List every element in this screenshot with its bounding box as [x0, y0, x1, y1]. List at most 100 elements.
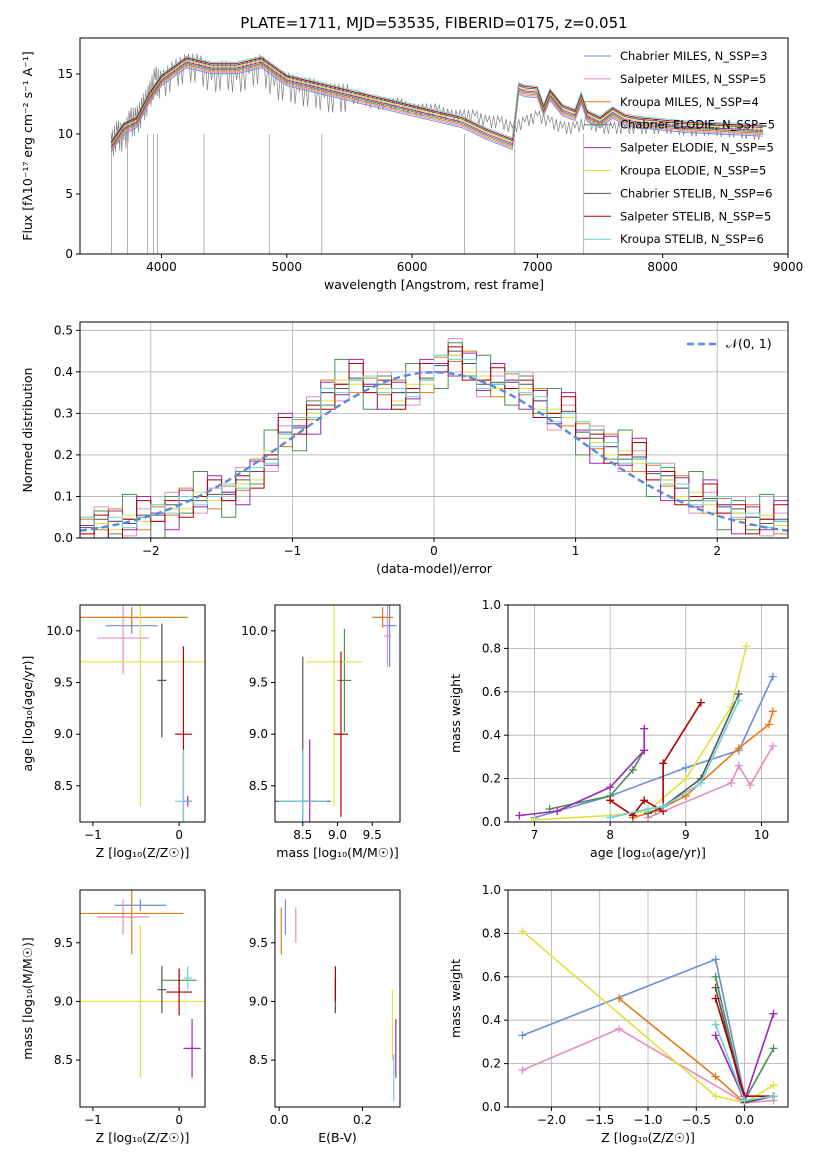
data-point-marker: [681, 774, 690, 783]
series-line: [609, 700, 740, 819]
data-point-marker: [711, 955, 720, 964]
axes-frame: 8.5 9.0 9.5 8.5 9.0 9.5 10.0 mass [log₁₀(M/M☉)]: [241, 604, 401, 860]
subplot-spectrum: 4000 5000 6000 7000 8000 9000 0 5 10 15 wavelength…: [20, 37, 803, 292]
legend-label: Chabrier ELODIE, N_SSP=5: [620, 118, 775, 132]
y-tick-label: 0.8: [482, 926, 501, 940]
x-tick-label: −1: [84, 1113, 102, 1127]
error-point: [80, 925, 205, 1078]
series-line: [609, 702, 702, 817]
x-tick-label: 9.5: [363, 828, 382, 842]
y-tick-label: 10.0: [241, 624, 268, 638]
y-tick-label: 9.0: [249, 727, 268, 741]
error-point: [334, 651, 348, 817]
data-point-marker: [768, 707, 777, 716]
data-point-marker: [518, 1066, 527, 1075]
error-point: [80, 607, 188, 628]
axes-border: [79, 37, 789, 255]
data-point-marker: [768, 742, 777, 751]
plot-area: [518, 927, 778, 1107]
x-tick-label: 7000: [522, 260, 553, 274]
error-point: [183, 1019, 201, 1078]
data-point-marker: [769, 1092, 778, 1101]
data-point-marker: [768, 672, 777, 681]
error-point: [97, 605, 149, 675]
data-point-marker: [711, 1031, 720, 1040]
legend-label: Chabrier STELIB, N_SSP=6: [620, 186, 772, 200]
y-tick-label: 0.3: [54, 406, 73, 420]
subplot-weight_vs_Z: −2.0 −1.5 −1.0 −0.5 0.0 0.0 0.2 0.4 0.6 0.8 1.0 Z […: [448, 883, 789, 1145]
y-tick-label: 10.0: [46, 624, 73, 638]
x-axis-label: E(B-V): [318, 1130, 357, 1145]
x-tick-label: −0.5: [682, 1113, 711, 1127]
y-tick-label: 9.5: [249, 936, 268, 950]
series-line: [534, 646, 748, 821]
legend: Chabrier MILES, N_SSP=3 Salpeter MILES, N…: [584, 49, 775, 246]
error-point: [114, 899, 167, 912]
plot-area: [80, 605, 205, 822]
axes-border: [274, 889, 401, 1108]
legend-label: Kroupa STELIB, N_SSP=6: [620, 232, 764, 246]
y-tick-label: 8.5: [54, 1053, 73, 1067]
data-point-marker: [640, 724, 649, 733]
series-line: [521, 930, 774, 1104]
data-point-marker: [553, 807, 562, 816]
x-tick-label: −2.0: [537, 1113, 566, 1127]
y-axis-label: mass [log₁₀(M/M☉)]: [20, 937, 35, 1059]
legend: 𝒩(0, 1): [687, 336, 772, 351]
legend-label: Salpeter MILES, N_SSP=5: [620, 72, 766, 86]
x-tick-label: 9.0: [328, 828, 347, 842]
data-point-marker: [659, 802, 668, 811]
error-point: [382, 605, 397, 667]
y-tick-label: 0.5: [54, 323, 73, 337]
axes-frame: 0.0 0.2 8.5 9.0 9.5 E(B-V): [249, 889, 401, 1145]
data-point-marker: [711, 994, 720, 1003]
y-tick-label: 0.6: [482, 685, 501, 699]
data-point-marker: [515, 811, 524, 820]
x-tick-label: −1.5: [585, 1113, 614, 1127]
y-tick-label: 0.4: [482, 728, 501, 742]
data-point-marker: [742, 642, 751, 651]
series-line: [647, 693, 740, 815]
data-point-marker: [659, 759, 668, 768]
x-tick-label: 6000: [397, 260, 428, 274]
series-line: [522, 958, 746, 1097]
error-point: [174, 749, 193, 822]
subplot-mass_vs_Z: −1 0 8.5 9.0 9.5 Z [log₁₀(Z/Z☉)] mass [log₁₀(M…: [20, 889, 206, 1145]
axes-border: [274, 604, 401, 823]
error-point: [157, 966, 167, 1014]
subplot-age_vs_mass: 8.5 9.0 9.5 8.5 9.0 9.5 10.0 mass [log₁₀(M/M☉)]: [241, 604, 401, 860]
data-point-marker: [615, 1024, 624, 1033]
y-axis-label: mass weight: [448, 959, 463, 1038]
subplot-weight_vs_age: 7 8 9 10 0.0 0.2 0.4 0.6 0.8 1.0 age [log₁₀(age/yr…: [448, 598, 789, 860]
data-point-marker: [746, 781, 755, 790]
x-tick-label: 0.2: [353, 1113, 372, 1127]
data-point-marker: [769, 1044, 778, 1053]
y-tick-label: 0: [65, 247, 73, 261]
y-tick-label: 0.6: [482, 970, 501, 984]
residual-histogram-steps: [80, 346, 788, 538]
axes-frame: −2 −1 0 1 2 0.0 0.1 0.2 0.3 0.4 0.5 (data-model)/er…: [20, 321, 789, 576]
plot-area: [515, 642, 777, 822]
error-point: [384, 605, 391, 667]
y-tick-label: 0.2: [54, 448, 73, 462]
x-tick-label: 0: [175, 828, 183, 842]
data-point-marker: [711, 972, 720, 981]
x-tick-label: 8: [606, 828, 614, 842]
data-point-marker: [644, 804, 652, 813]
series-line: [632, 711, 774, 819]
figure-title: PLATE=1711, MJD=53535, FIBERID=0175, z=0…: [240, 14, 627, 32]
x-tick-label: 0: [175, 1113, 183, 1127]
x-tick-label: 10: [754, 828, 769, 842]
x-tick-label: −1: [84, 828, 102, 842]
y-axis-label: Flux [fλ10⁻¹⁷ erg cm⁻² s⁻¹ A⁻¹]: [20, 51, 35, 240]
error-point: [80, 605, 205, 807]
x-tick-label: 5000: [271, 260, 302, 274]
data-point-marker: [711, 1072, 720, 1081]
subplots: 4000 5000 6000 7000 8000 9000051015wavelength…: [20, 37, 803, 1145]
y-tick-label: 0.8: [482, 641, 501, 655]
y-tick-label: 5: [65, 187, 73, 201]
y-tick-label: 8.5: [54, 779, 73, 793]
x-axis-label: Z [log₁₀(Z/Z☉)]: [96, 1130, 190, 1145]
subplot-mass_vs_ebv: 0.0 0.2 8.5 9.0 9.5 E(B-V): [249, 889, 401, 1145]
